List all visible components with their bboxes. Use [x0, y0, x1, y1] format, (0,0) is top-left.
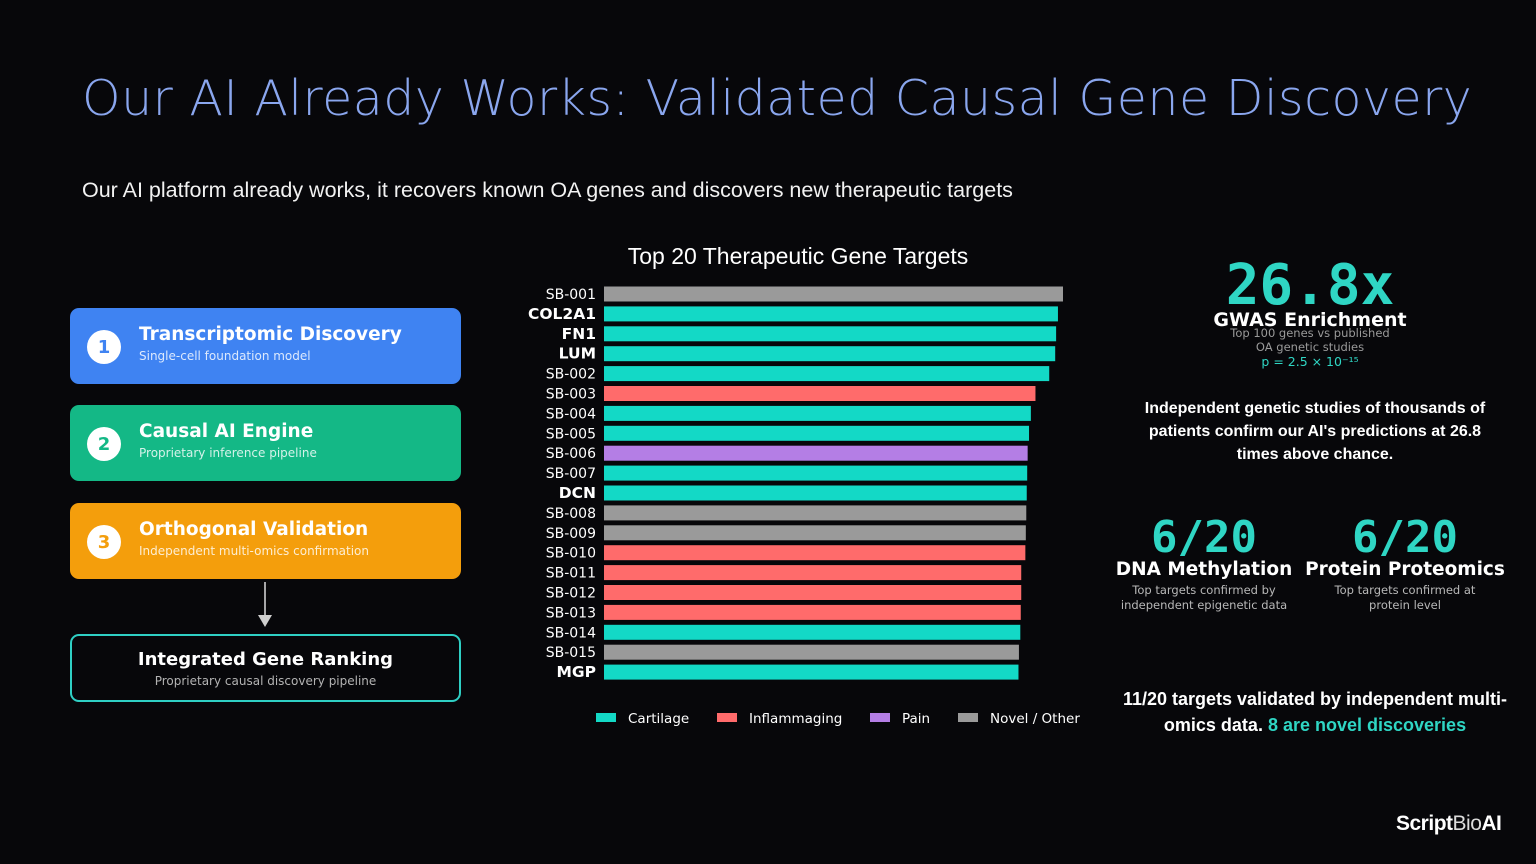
category-label: SB-014 [546, 625, 596, 641]
bar-sb-014 [604, 624, 1021, 640]
methylation-description-line: independent epigenetic data [1120, 598, 1288, 612]
legend-swatch [717, 713, 737, 722]
gwas-enrichment-value: 26.8x [1225, 253, 1395, 318]
bar-mgp [604, 664, 1019, 680]
bar-sb-013 [604, 604, 1021, 620]
gwas-description-line: Top 100 genes vs published [1230, 326, 1390, 340]
gwas-description: Top 100 genes vs published OA genetic st… [1150, 326, 1470, 354]
category-label: FN1 [562, 325, 596, 343]
category-label: SB-015 [546, 645, 596, 661]
legend-label: Cartilage [628, 711, 689, 727]
step-description: Single-cell foundation model [139, 349, 311, 363]
validation-summary: 11/20 targets validated by independent m… [1110, 686, 1520, 738]
bar-sb-001 [604, 286, 1063, 302]
category-label: SB-012 [546, 586, 596, 602]
methylation-label: DNA Methylation [1115, 559, 1293, 580]
step-description: Independent multi-omics confirmation [139, 544, 369, 558]
category-label: MGP [556, 663, 596, 681]
legend-label: Novel / Other [990, 711, 1080, 727]
page-subtitle: Our AI platform already works, it recove… [82, 178, 1013, 202]
step-number-badge: 3 [87, 525, 121, 559]
step-title: Causal AI Engine [139, 421, 314, 442]
step-title: Transcriptomic Discovery [139, 324, 402, 345]
step-number-badge: 1 [87, 330, 121, 364]
step-description: Proprietary inference pipeline [139, 446, 317, 460]
proteomics-stat: 6/20 Protein Proteomics Top targets conf… [1305, 512, 1505, 613]
category-label: SB-005 [546, 426, 596, 442]
pipeline-step-1: 1 Transcriptomic Discovery Single-cell f… [70, 308, 461, 384]
logo-part: AI [1481, 812, 1502, 835]
category-label: SB-006 [546, 446, 596, 462]
category-label: SB-009 [546, 526, 596, 542]
category-label: SB-003 [546, 387, 596, 403]
bar-fn1 [604, 326, 1057, 342]
scriptbio-logo: ScriptBioAI [1396, 812, 1502, 836]
bar-sb-012 [604, 585, 1022, 600]
methylation-stat: 6/20 DNA Methylation Top targets confirm… [1104, 512, 1304, 613]
bar-dcn [604, 485, 1027, 501]
bar-sb-002 [604, 366, 1050, 382]
bar-col2a1 [604, 306, 1058, 322]
methylation-description-line: Top targets confirmed by [1132, 583, 1276, 597]
ranking-title: Integrated Gene Ranking [137, 649, 394, 670]
down-arrow-icon [258, 582, 272, 627]
page-title: Our AI Already Works: Validated Causal G… [82, 70, 1473, 127]
bar-sb-011 [604, 565, 1022, 581]
category-label: SB-010 [546, 546, 596, 562]
legend-label: Inflammaging [749, 711, 842, 727]
legend-swatch [870, 713, 890, 722]
integrated-ranking-box: Integrated Gene Ranking Proprietary caus… [70, 634, 461, 702]
legend-swatch [596, 713, 616, 722]
gwas-description-line: OA genetic studies [1255, 340, 1365, 354]
gwas-pvalue: p = 2.5 × 10⁻¹⁵ [1261, 354, 1359, 369]
category-label: COL2A1 [528, 305, 596, 323]
category-label: SB-008 [546, 506, 596, 522]
chart-title: Top 20 Therapeutic Gene Targets [627, 243, 969, 269]
bar-sb-005 [604, 425, 1030, 441]
proteomics-description-line: Top targets confirmed at [1334, 583, 1476, 597]
step-title: Orthogonal Validation [139, 519, 369, 540]
bar-lum [604, 346, 1056, 362]
category-label: LUM [559, 345, 596, 363]
bar-sb-008 [604, 505, 1027, 521]
ranking-description: Proprietary causal discovery pipeline [154, 674, 377, 688]
bar-sb-003 [604, 386, 1036, 401]
proteomics-label: Protein Proteomics [1305, 559, 1505, 580]
category-label: SB-007 [546, 466, 596, 482]
legend-label: Pain [902, 711, 930, 727]
bar-sb-006 [604, 445, 1028, 461]
category-label: SB-002 [546, 367, 596, 383]
bar-chart: SB-001 COL2A1 FN1 LUM SB-002 SB-003 SB-004 SB-0… [528, 286, 1080, 727]
bar-sb-015 [604, 644, 1019, 660]
category-label: SB-004 [546, 406, 596, 422]
category-label: SB-001 [546, 287, 596, 303]
legend-swatch [958, 713, 978, 722]
gwas-enrichment-label: GWAS Enrichment [1213, 309, 1407, 331]
step-number-badge: 2 [87, 427, 121, 461]
logo-part: Bio [1452, 812, 1482, 835]
bar-sb-010 [604, 545, 1026, 561]
methylation-value: 6/20 [1151, 512, 1257, 563]
gwas-explanation: Independent genetic studies of thousands… [1144, 400, 1486, 463]
pipeline-step-3: 3 Orthogonal Validation Independent mult… [70, 503, 461, 579]
category-label: DCN [559, 484, 596, 502]
pipeline-step-2: 2 Causal AI Engine Proprietary inference… [70, 405, 461, 481]
category-label: SB-013 [546, 605, 596, 621]
bar-sb-009 [604, 525, 1026, 541]
bar-sb-007 [604, 465, 1028, 481]
proteomics-description-line: protein level [1369, 598, 1441, 612]
proteomics-value: 6/20 [1352, 512, 1458, 563]
bar-sb-004 [604, 405, 1031, 421]
category-label: SB-011 [546, 566, 596, 582]
logo-part: Script [1396, 812, 1453, 835]
summary-highlight: 8 are novel discoveries [1267, 715, 1467, 735]
summary-text: 11/20 targets validated by independent m… [1122, 689, 1508, 735]
